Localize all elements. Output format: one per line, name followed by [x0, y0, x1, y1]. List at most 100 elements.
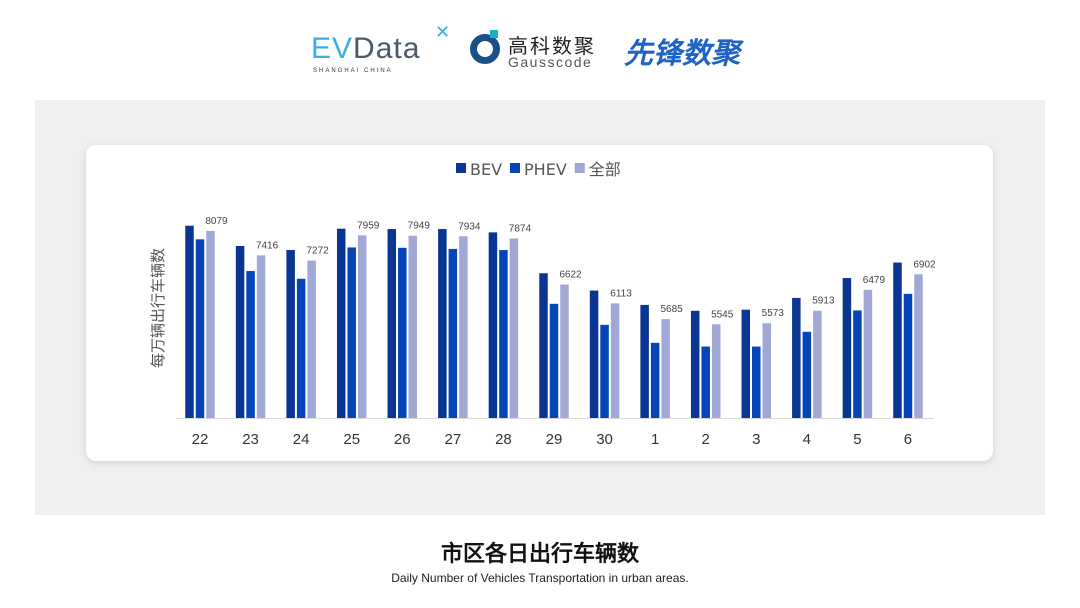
- bar-PHEV-24: [296, 278, 306, 418]
- legend-swatch: [510, 163, 521, 173]
- bar-全部-25: [357, 235, 367, 418]
- gausscode-logo-en: Gausscode: [508, 54, 593, 70]
- bar-PHEV-27: [448, 248, 458, 418]
- bar-全部-22: [206, 230, 215, 418]
- bar-PHEV-22: [195, 239, 205, 418]
- x-tick-label: 28: [495, 431, 512, 448]
- x-tick-label: 23: [242, 431, 259, 448]
- data-label: 7272: [307, 246, 330, 257]
- x-tick-label: 3: [752, 431, 760, 448]
- legend-swatch: [574, 163, 585, 173]
- evdata-logo-data: Data: [353, 32, 421, 65]
- bar-全部-24: [307, 260, 316, 418]
- bar-PHEV-1: [650, 342, 660, 418]
- bar-全部-3: [762, 323, 772, 418]
- x-tick-label: 2: [702, 431, 710, 448]
- bar-全部-6: [914, 274, 923, 418]
- legend-label: BEV: [470, 160, 502, 179]
- evdata-logo: EVData ✕ SHANGHAI CHINA: [311, 22, 450, 74]
- bar-BEV-5: [842, 278, 852, 418]
- evdata-x-icon: ✕: [435, 22, 452, 42]
- bar-BEV-30: [589, 290, 599, 418]
- bar-PHEV-26: [398, 247, 407, 418]
- bar-BEV-27: [438, 229, 447, 418]
- legend: BEV PHEV 全部: [456, 160, 621, 179]
- evdata-logo-ev: EV: [311, 32, 354, 65]
- data-label: 5685: [661, 304, 684, 315]
- x-tick-label: 6: [904, 431, 912, 448]
- evdata-logo-sub: SHANGHAI CHINA: [313, 68, 393, 74]
- bar-PHEV-29: [549, 303, 559, 418]
- x-tick-labels: 22 23 24 25 26 27 28 29 30 1 2 3 4 5 6: [192, 431, 912, 448]
- x-tick-label: 22: [192, 431, 209, 448]
- bar-PHEV-4: [802, 331, 812, 418]
- data-labels: 8079 7416 7272 7959 7949 7934 7874 6622 6113 5685…: [205, 216, 936, 320]
- bar-全部-28: [509, 238, 519, 418]
- bar-全部-23: [256, 255, 266, 418]
- data-label: 7874: [509, 223, 532, 234]
- bar-BEV-26: [387, 229, 397, 418]
- bar-PHEV-28: [499, 250, 508, 418]
- data-label: 6479: [863, 275, 886, 286]
- bar-PHEV-30: [600, 324, 609, 418]
- x-tick-label: 25: [343, 431, 360, 448]
- bar-BEV-23: [235, 245, 245, 418]
- gausscode-square-icon: [490, 30, 498, 38]
- bar-PHEV-2: [701, 346, 710, 418]
- bar-BEV-4: [792, 297, 801, 418]
- data-label: 7949: [408, 221, 431, 232]
- bar-BEV-22: [185, 225, 194, 418]
- x-tick-label: 4: [803, 431, 811, 448]
- data-label: 7416: [256, 240, 279, 251]
- data-label: 8079: [205, 216, 228, 227]
- gausscode-logo-cn: 高科数聚: [508, 34, 596, 58]
- x-tick-label: 27: [445, 431, 462, 448]
- bar-全部-29: [560, 284, 569, 418]
- x-tick-label: 1: [651, 431, 659, 448]
- bar-全部-2: [711, 324, 721, 418]
- bar-PHEV-6: [903, 293, 913, 418]
- x-tick-label: 24: [293, 431, 310, 448]
- x-tick-label: 30: [596, 431, 613, 448]
- bar-全部-5: [863, 289, 873, 418]
- legend-swatch: [456, 163, 466, 173]
- bar-全部-30: [610, 303, 620, 418]
- bar-PHEV-23: [246, 271, 255, 418]
- x-tick-label: 5: [853, 431, 861, 448]
- bar-全部-1: [661, 319, 670, 418]
- data-label: 6622: [559, 270, 582, 281]
- data-label: 5913: [812, 296, 835, 307]
- bar-全部-26: [408, 235, 418, 418]
- y-axis-label: 每万辆出行车辆数: [149, 248, 167, 368]
- bar-PHEV-5: [853, 310, 862, 418]
- gausscode-mark-icon: [470, 34, 500, 64]
- x-tick-label: 29: [546, 431, 563, 448]
- bar-BEV-25: [336, 228, 346, 418]
- bar-PHEV-25: [347, 247, 356, 418]
- bar-BEV-24: [286, 250, 295, 418]
- bar-BEV-2: [690, 310, 700, 418]
- bar-BEV-29: [539, 273, 548, 418]
- bar-PHEV-3: [752, 346, 761, 418]
- data-label: 6113: [610, 288, 632, 299]
- data-label: 7959: [357, 220, 380, 231]
- data-label: 5545: [711, 309, 734, 320]
- bar-全部-4: [813, 310, 822, 418]
- legend-label: PHEV: [524, 160, 567, 179]
- bar-BEV-1: [640, 304, 649, 418]
- data-label: 5573: [762, 308, 785, 319]
- data-label: 7934: [458, 221, 481, 232]
- chart-caption-subtitle: Daily Number of Vehicles Transportation …: [391, 571, 689, 585]
- xianfeng-logo: 先锋数聚: [624, 36, 741, 70]
- data-label: 6902: [913, 259, 936, 270]
- bars: [185, 225, 923, 418]
- bar-BEV-3: [741, 309, 751, 418]
- bar-全部-27: [459, 236, 468, 418]
- chart-caption-title: 市区各日出行车辆数: [440, 542, 639, 567]
- bar-BEV-28: [488, 232, 498, 418]
- legend-label: 全部: [589, 160, 621, 179]
- bar-BEV-6: [893, 262, 902, 418]
- logo-bar: EVData ✕ SHANGHAI CHINA 高科数聚 Gausscode 先…: [0, 22, 1080, 74]
- x-tick-label: 26: [394, 431, 411, 448]
